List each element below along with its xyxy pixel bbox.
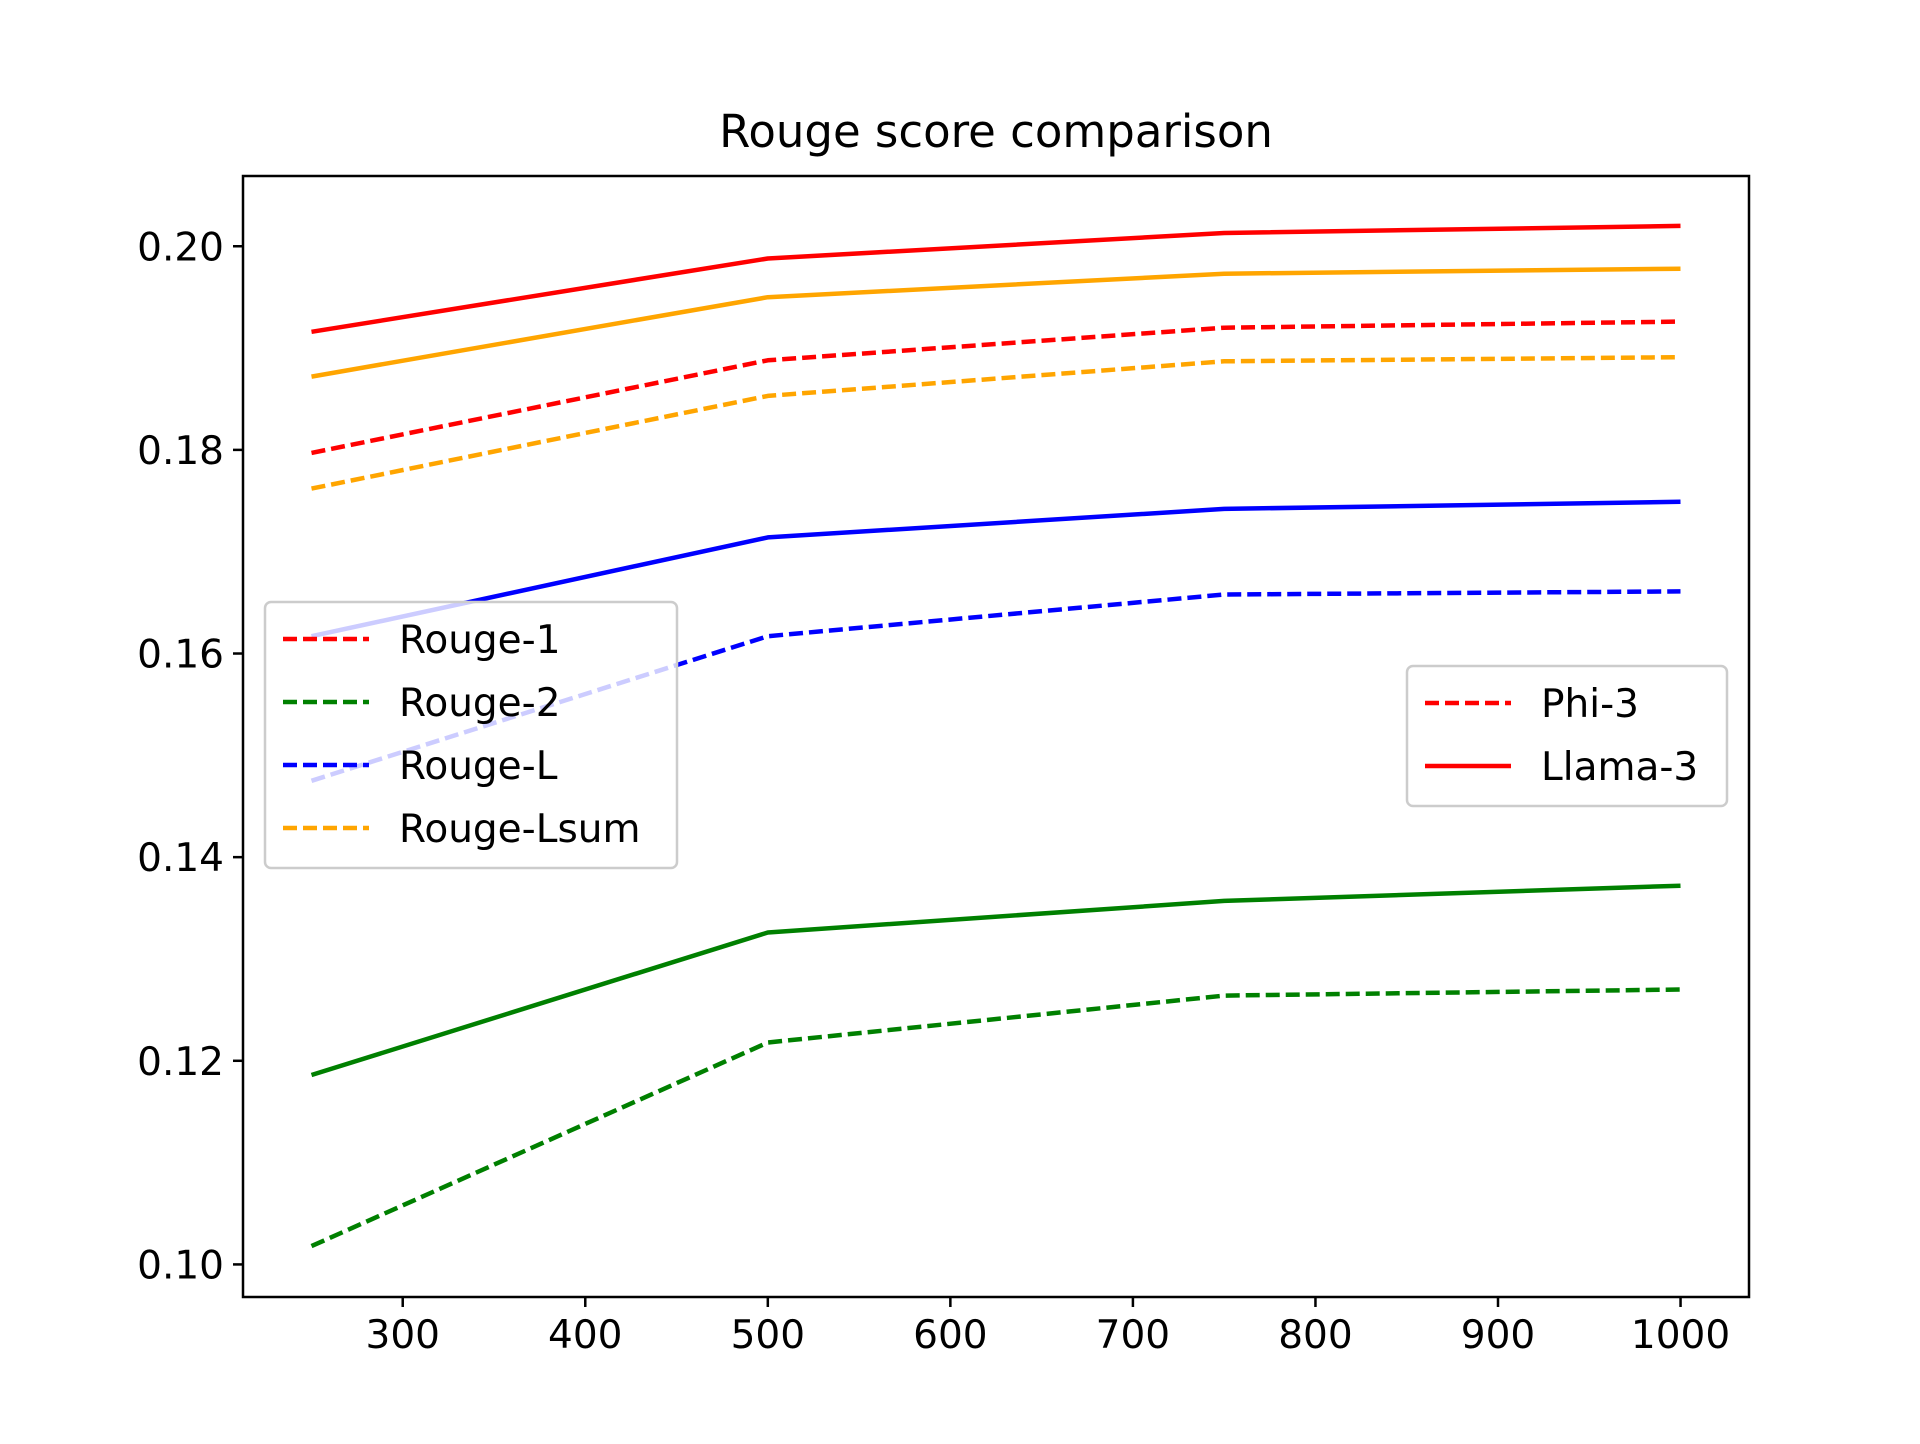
plot-area-frame	[241, 174, 1751, 1299]
x-tick-label: 700	[1096, 1313, 1170, 1358]
legend-label-rouge-l: Rouge-L	[399, 744, 558, 789]
legend-label-phi-3: Phi-3	[1541, 682, 1639, 727]
x-tick-label: 400	[548, 1313, 622, 1358]
x-tick-label: 1000	[1631, 1313, 1730, 1358]
series-line-rouge-1-llama-3	[311, 223, 1681, 335]
series-line-rouge-2-llama-3	[310, 883, 1681, 1078]
series-line-rouge-lsum-phi-3	[311, 354, 1681, 491]
y-axis: 0.10 0.12 0.14 0.16 0.18 0.20	[137, 225, 243, 1288]
y-tick-label: 0.12	[137, 1040, 224, 1085]
legend-label-llama-3: Llama-3	[1541, 745, 1698, 790]
legend-label-rouge-2: Rouge-2	[399, 681, 561, 726]
series-line-rouge-l-phi-3	[310, 589, 1681, 783]
x-tick-label: 600	[913, 1313, 987, 1358]
series-layer	[310, 223, 1681, 1249]
legend-label-rouge-lsum: Rouge-Lsum	[399, 807, 641, 852]
y-tick-label: 0.14	[137, 836, 224, 881]
legend-box	[263, 600, 679, 870]
y-tick-label: 0.20	[137, 225, 224, 270]
series-line-rouge-1-phi-3	[311, 319, 1681, 456]
y-tick-label: 0.10	[137, 1243, 224, 1288]
y-tick-label: 0.16	[137, 633, 224, 678]
x-tick-label: 500	[731, 1313, 805, 1358]
legend-center-right: Phi-3 Llama-3	[1405, 664, 1729, 808]
series-line-rouge-2-phi-3	[310, 987, 1681, 1249]
x-tick-label: 300	[366, 1313, 440, 1358]
legend-label-rouge-1: Rouge-1	[399, 618, 561, 663]
chart-title: Rouge score comparison	[719, 105, 1273, 158]
x-axis: 300 400 500 600 700 800 900 1000	[366, 1297, 1730, 1358]
series-line-rouge-l-llama-3	[311, 499, 1681, 639]
y-tick-label: 0.18	[137, 429, 224, 474]
x-tick-label: 900	[1461, 1313, 1535, 1358]
legend-layer: Rouge-1 Rouge-2 Rouge-L Rouge-Lsum Phi-3 Llam…	[263, 600, 1729, 870]
series-line-rouge-lsum-llama-3	[311, 266, 1681, 379]
legend-center-left: Rouge-1 Rouge-2 Rouge-L Rouge-Lsum	[263, 600, 679, 870]
x-tick-label: 800	[1278, 1313, 1352, 1358]
